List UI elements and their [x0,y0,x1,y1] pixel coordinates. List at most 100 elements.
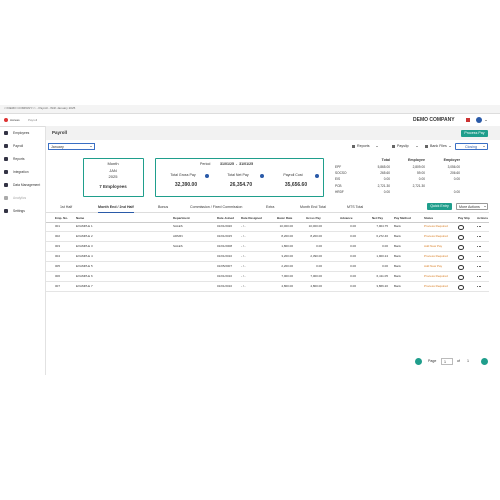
cell: 003 [55,244,61,248]
period-value: 31/01/25 - 31/01/25 [220,162,254,166]
payslip-icon[interactable] [458,235,464,240]
month-select-caret[interactable] [90,146,92,147]
actions-dot[interactable] [480,266,482,268]
toolbar-icon[interactable] [352,145,355,148]
actions-dot[interactable] [477,286,479,288]
actions-dot[interactable] [478,266,480,268]
sidebar-icon[interactable] [4,157,8,161]
sidebar-item[interactable]: Analytics [13,195,27,200]
cell[interactable]: Process Required [424,254,448,258]
toolbar-caret[interactable] [449,146,451,147]
sidebar-icon[interactable] [4,209,8,213]
actions-dot[interactable] [478,286,480,288]
actions-dot[interactable] [480,226,482,228]
company-name: DEMO COMPANY [413,117,455,123]
closing-button[interactable]: Closing [455,143,488,150]
sidebar-item[interactable]: Employees [13,130,30,135]
month-select[interactable]: January [48,143,95,150]
sidebar-item[interactable]: Payroll [13,143,24,148]
sidebar-icon[interactable] [4,144,8,148]
stat-value: 59.00 [417,171,425,176]
actions-dot[interactable] [478,276,480,278]
toolbar-icon[interactable] [425,145,428,148]
actions-dot[interactable] [480,276,482,278]
actions-dot[interactable] [480,236,482,238]
more-actions-caret[interactable] [484,206,486,207]
actions-dot[interactable] [480,286,482,288]
prev-page-button[interactable] [415,358,422,365]
quick-entry-button[interactable]: Quick Entry [427,203,452,210]
tab[interactable]: Month End Total [300,205,326,209]
stat-value: 5,865.00 [377,165,390,169]
stat-row-label: EIS [335,177,341,182]
sidebar-icon[interactable] [4,131,8,135]
cell[interactable]: Add New Pay [424,264,443,268]
next-page-button[interactable] [481,358,488,365]
actions-dot[interactable] [478,256,480,258]
payslip-icon[interactable] [458,275,464,280]
user-icon[interactable] [476,117,482,123]
tab[interactable]: Bonus [158,205,169,209]
tab-bar [46,203,489,213]
month-card [83,158,144,197]
actions-dot[interactable] [478,246,480,248]
tab[interactable]: Month End / 2nd Half [98,205,134,214]
page-input[interactable]: 1 [441,358,453,365]
flag-icon[interactable] [466,118,470,122]
actions-dot[interactable] [477,276,479,278]
cell[interactable]: Process Required [424,284,448,288]
cell[interactable]: Process Required [424,224,448,228]
actions-dot[interactable] [477,226,479,228]
sidebar-icon[interactable] [4,196,8,200]
sidebar-icon[interactable] [4,183,8,187]
payslip-icon[interactable] [458,255,464,260]
breadcrumb[interactable]: Payroll [28,117,38,122]
tab[interactable]: Extra [266,205,275,209]
cell[interactable]: Add New Pay [424,244,443,248]
toolbar-caret[interactable] [416,146,418,147]
cell[interactable]: Process Required [424,234,448,238]
info-icon[interactable] [315,174,319,178]
actions-dot[interactable] [478,236,480,238]
more-actions-button[interactable]: More Actions [456,203,488,210]
toolbar-caret[interactable] [376,146,378,147]
cell: 10,000.00 [308,224,322,228]
closing-caret[interactable] [483,146,485,147]
actions-dot[interactable] [478,226,480,228]
toolbar-item[interactable]: Bank Files [430,144,447,148]
actions-dot[interactable] [477,236,479,238]
column-header: Basic Rate [277,216,293,220]
process-pay-button[interactable]: Process Pay [461,130,488,137]
toolbar-item[interactable]: Reports [357,144,370,148]
month-label: Month [107,161,119,166]
tab[interactable]: Commission / Fixed Commission [190,205,243,209]
sidebar-item[interactable]: Settings [13,208,25,213]
sidebar-item[interactable]: Reports [13,156,25,161]
tab[interactable]: 1st Half [60,205,73,209]
cell[interactable]: Process Required [424,274,448,278]
payslip-icon[interactable] [458,225,464,230]
column-header: Date Resigned [241,216,262,220]
actions-dot[interactable] [480,256,482,258]
actions-dot[interactable] [477,246,479,248]
actions-dot[interactable] [480,246,482,248]
toolbar-item[interactable]: Payslip [397,144,409,148]
toolbar-icon[interactable] [392,145,395,148]
cell: 3,866.20 [376,284,388,288]
sidebar-item[interactable]: Integration [13,169,29,174]
stat-header: Employer [443,158,460,162]
tab[interactable]: MTS Total [347,205,364,209]
payslip-icon[interactable] [458,265,464,270]
user-caret[interactable] [485,120,487,121]
actions-dot[interactable] [477,266,479,268]
sidebar-item[interactable]: Data Management [13,182,41,187]
column-header: Pay Method [394,216,411,220]
payslip-icon[interactable] [458,285,464,290]
actions-dot[interactable] [477,256,479,258]
page-label: Page [428,359,437,363]
payslip-icon[interactable] [458,245,464,250]
info-icon[interactable] [260,174,264,178]
info-icon[interactable] [205,174,209,178]
sidebar-icon[interactable] [4,170,8,174]
